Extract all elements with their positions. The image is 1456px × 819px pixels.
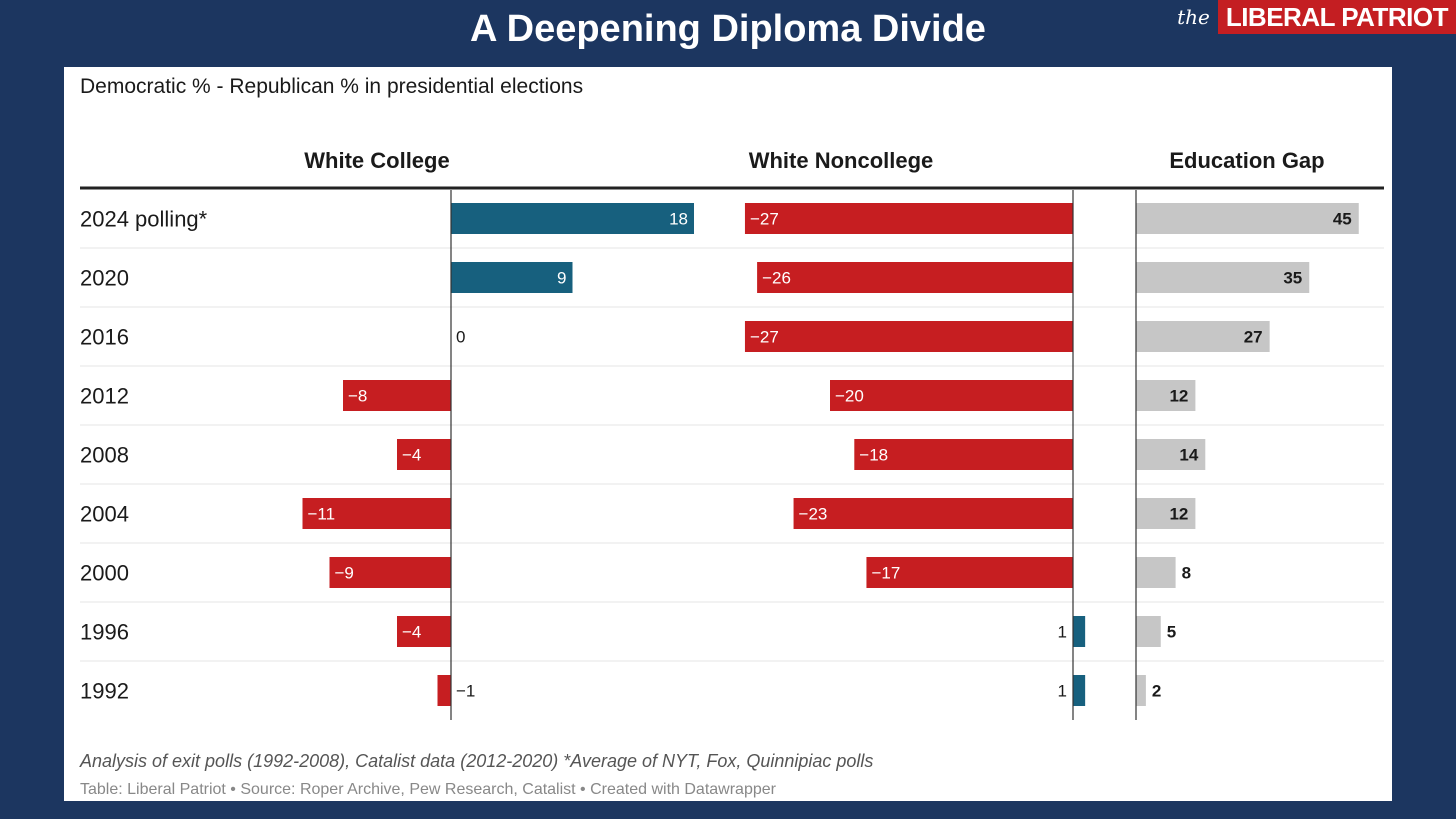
gap-bar	[1136, 557, 1176, 588]
negative-bar	[397, 616, 451, 647]
negative-bar	[302, 498, 451, 529]
bar-value-label: −20	[835, 387, 864, 406]
row-label: 2004	[80, 502, 129, 527]
bar-value-label: 9	[557, 269, 566, 288]
chart-source: Table: Liberal Patriot • Source: Roper A…	[80, 781, 776, 798]
negative-bar	[744, 203, 1073, 234]
row-label: 2000	[80, 561, 129, 586]
bar-value-label: −8	[348, 387, 367, 406]
negative-bar	[866, 557, 1073, 588]
gap-value-label: 8	[1182, 564, 1191, 583]
column-header: White Noncollege	[749, 148, 934, 173]
bar-value-label: −17	[871, 564, 900, 583]
bar-value-label: −26	[762, 269, 791, 288]
gap-bar	[1136, 498, 1196, 529]
negative-bar	[793, 498, 1073, 529]
negative-bar	[757, 262, 1073, 293]
chart-note: Analysis of exit polls (1992-2008), Cata…	[80, 751, 874, 771]
negative-bar	[343, 380, 451, 411]
bar-value-label: −4	[402, 446, 421, 465]
bar-value-label: −9	[335, 564, 354, 583]
bar-value-label: −11	[308, 505, 336, 524]
gap-value-label: 45	[1333, 210, 1352, 229]
row-label: 1996	[80, 620, 129, 645]
liberal-patriot-logo[interactable]: the LIBERAL PATRIOT	[1177, 0, 1456, 34]
gap-value-label: 14	[1179, 446, 1198, 465]
positive-bar	[1073, 675, 1086, 706]
negative-bar	[744, 321, 1073, 352]
chart-subtitle: Democratic % - Republican % in president…	[80, 75, 584, 98]
gap-value-label: 5	[1167, 623, 1176, 642]
gap-value-label: 27	[1244, 328, 1263, 347]
bar-value-label: −27	[750, 328, 779, 347]
bar-value-label: −27	[750, 210, 779, 229]
bar-chart: White College White Noncollege Education G…	[80, 148, 1384, 720]
row-label: 2024 polling*	[80, 207, 208, 232]
bar-value-label: 18	[669, 210, 688, 229]
bar-value-label: −18	[859, 446, 888, 465]
bar-value-label: 1	[1058, 623, 1067, 642]
gap-bar	[1136, 675, 1146, 706]
bar-value-label: 1	[1058, 682, 1067, 701]
positive-bar	[1073, 616, 1086, 647]
gap-bar	[1136, 262, 1310, 293]
negative-bar	[397, 439, 451, 470]
row-label: 2020	[80, 266, 129, 291]
gap-bar	[1136, 439, 1206, 470]
logo-name: LIBERAL PATRIOT	[1217, 0, 1456, 34]
gap-value-label: 12	[1169, 387, 1188, 406]
row-label: 1992	[80, 679, 129, 704]
bar-value-label: 0	[456, 328, 465, 347]
row-label: 2016	[80, 325, 129, 350]
positive-bar	[451, 262, 573, 293]
row-label: 2008	[80, 443, 129, 468]
column-header: Education Gap	[1169, 148, 1324, 173]
positive-bar	[451, 203, 694, 234]
negative-bar	[830, 380, 1073, 411]
gap-value-label: 35	[1283, 269, 1302, 288]
gap-bar	[1136, 380, 1196, 411]
bar-value-label: −23	[799, 505, 828, 524]
bar-value-label: −1	[456, 682, 475, 701]
negative-bar	[329, 557, 451, 588]
column-header: White College	[304, 148, 449, 173]
gap-value-label: 12	[1169, 505, 1188, 524]
negative-bar	[854, 439, 1073, 470]
negative-bar	[437, 675, 451, 706]
gap-bar	[1136, 321, 1270, 352]
gap-value-label: 2	[1152, 682, 1161, 701]
chart-card: Democratic % - Republican % in president…	[64, 67, 1392, 801]
gap-bar	[1136, 616, 1161, 647]
bar-value-label: −4	[402, 623, 421, 642]
logo-prefix: the	[1177, 5, 1210, 29]
gap-bar	[1136, 203, 1359, 234]
page-title: A Deepening Diploma Divide	[470, 8, 986, 50]
row-label: 2012	[80, 384, 129, 409]
